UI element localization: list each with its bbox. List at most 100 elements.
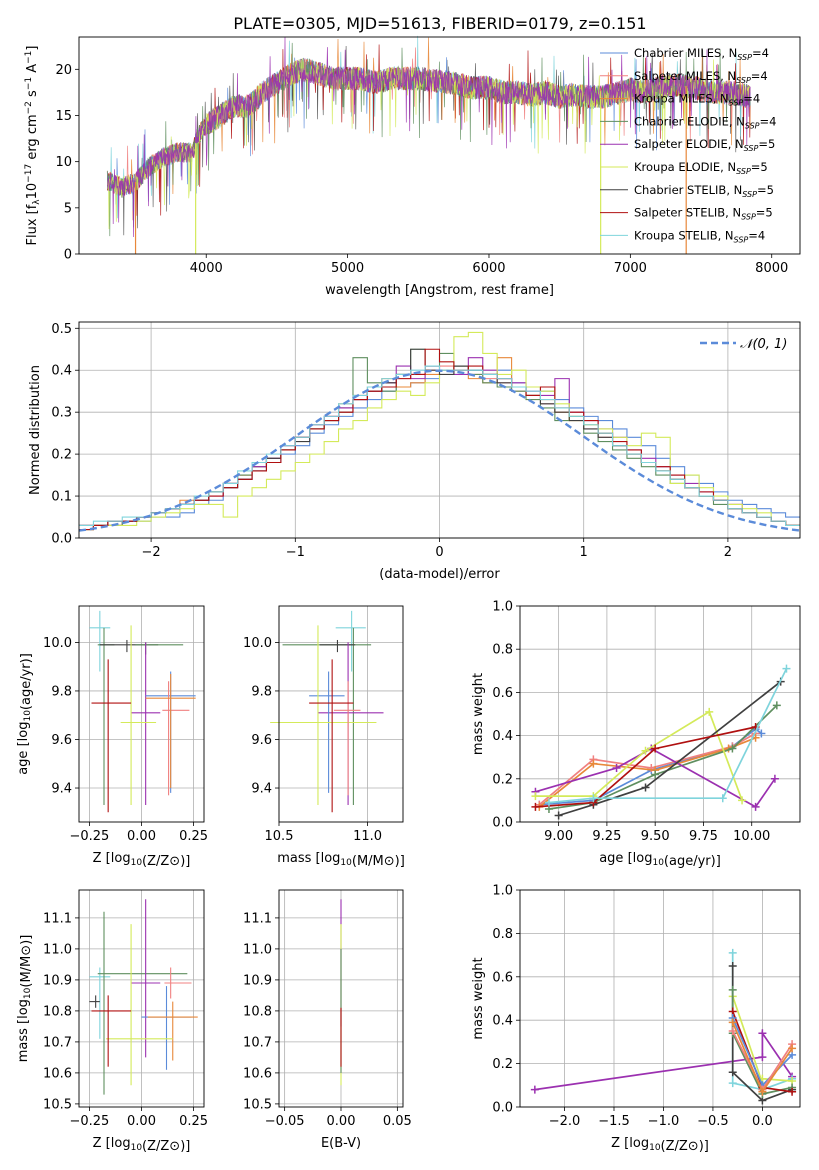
legend-label-chabrier_elodie: Chabrier ELODIE, NSSP=4 — [634, 114, 776, 130]
y-tick-label: 1.0 — [492, 600, 513, 615]
spectrum-line-salpeter_elodie — [106, 37, 751, 238]
legend-label-salpeter_miles: Salpeter MILES, NSSP=4 — [634, 69, 768, 85]
y-tick-label: 0.6 — [492, 686, 513, 701]
y-tick-label: 10.7 — [243, 1035, 272, 1050]
y-tick-label: 9.6 — [251, 733, 272, 748]
y-tick-label: 10.0 — [243, 636, 272, 651]
x-tick-label: 9.00 — [544, 829, 573, 844]
axes-mass_weight_vs_age: 9.00 9.25 9.50 9.75 10.00 0.0 0.2 0.4 0.6 0.8 1.0 — [492, 600, 800, 844]
y-tick-label: 0.2 — [51, 448, 72, 463]
series-line-salpeter_stelib — [535, 726, 756, 808]
axes-age_vs_mass: 10.5 11.0 9.4 9.6 9.8 10.0 — [243, 606, 403, 844]
mass_weight_vs_Z-xlabel: Z [log10(Z/Z⊙)] — [611, 1136, 709, 1154]
x-tick-label: 0.00 — [127, 1114, 156, 1129]
x-tick-label: 2 — [724, 545, 732, 560]
x-tick-label: 10.5 — [265, 829, 294, 844]
series-point-chabrier_elodie — [772, 701, 781, 710]
mass_vs_Z-frame — [78, 889, 205, 1108]
y-tick-label: 10.0 — [43, 636, 72, 651]
series-point-chabrier_elodie — [728, 985, 737, 994]
x-tick-label: −0.25 — [69, 829, 109, 844]
x-tick-label: 9.50 — [641, 829, 670, 844]
axes-age_vs_Z: −0.25 0.00 0.25 9.4 9.6 9.8 10.0 — [43, 606, 208, 844]
y-tick-label: 10.8 — [243, 1004, 272, 1019]
y-tick-label: 0.5 — [51, 322, 72, 337]
y-tick-label: 0.2 — [492, 772, 513, 787]
spectrum-ylabel: Flux [fλ10−17 erg cm−2 s−1 A−1] — [24, 46, 42, 246]
series-point-kroupa_miles — [728, 1018, 737, 1027]
x-tick-label: 9.75 — [689, 829, 718, 844]
spectrum-lines — [106, 35, 751, 254]
y-tick-label: 0.1 — [51, 490, 72, 505]
y-tick-label: 11.1 — [243, 911, 272, 926]
y-tick-label: 10.7 — [43, 1035, 72, 1050]
x-tick-label: 11.0 — [353, 829, 382, 844]
mass_vs_ebv-frame — [278, 889, 404, 1108]
x-tick-label: 10.00 — [733, 829, 770, 844]
series-point-chabrier_stelib — [641, 783, 650, 792]
legend-label-chabrier_miles: Chabrier MILES, NSSP=4 — [634, 46, 769, 62]
y-tick-label: 0.8 — [492, 643, 513, 658]
y-tick-label: 20 — [55, 63, 72, 78]
y-tick-label: 11.1 — [43, 911, 72, 926]
series-point-salpeter_elodie — [530, 1085, 539, 1094]
x-tick-label: −2.0 — [549, 1114, 581, 1129]
x-tick-label: 0 — [435, 545, 443, 560]
mass_weight_vs_age-xlabel: age [log10(age/yr)] — [599, 851, 721, 869]
series-point-salpeter_miles — [728, 1027, 737, 1036]
legend-label-kroupa_miles: Kroupa MILES, NSSP=4 — [634, 92, 760, 108]
x-tick-label: 0.0 — [752, 1114, 773, 1129]
spectrum-legend: Chabrier MILES, NSSP=4 Salpeter MILES, NS… — [600, 46, 776, 244]
series-point-kroupa_elodie — [641, 746, 650, 755]
series-point-salpeter_elodie — [758, 1053, 767, 1062]
series-point-salpeter_elodie — [751, 802, 760, 811]
x-tick-label: 1 — [580, 545, 588, 560]
y-tick-label: 0.6 — [492, 970, 513, 985]
legend-label-gaussian: 𝒩(0, 1) — [740, 337, 787, 352]
x-tick-label: −1 — [286, 545, 305, 560]
axes-residuals: −2 −1 0 1 2 0.0 0.1 0.2 0.3 0.4 0.5 — [51, 322, 800, 560]
y-tick-label: 0.0 — [492, 816, 513, 831]
mass_weight_vs_age-frame — [519, 605, 801, 823]
age_vs_mass-xlabel: mass [log10(M/M⊙)] — [277, 851, 405, 869]
legend-label-kroupa_stelib: Kroupa STELIB, NSSP=4 — [634, 228, 765, 244]
y-tick-label: 15 — [55, 109, 72, 124]
series-point-kroupa_stelib — [728, 1079, 737, 1088]
series-point-salpeter_elodie — [770, 774, 779, 783]
series-point-kroupa_stelib — [782, 664, 791, 673]
mass_weight_vs_Z-frame — [519, 889, 801, 1108]
series-point-chabrier_stelib — [554, 811, 563, 820]
x-tick-label: 9.25 — [592, 829, 621, 844]
legend-label-kroupa_elodie: Kroupa ELODIE, NSSP=5 — [634, 160, 768, 176]
series-point-kroupa_miles — [589, 759, 598, 768]
lines-mass_weight_vs_Z — [530, 948, 797, 1105]
y-tick-label: 10.9 — [243, 973, 272, 988]
spectrum-xlabel: wavelength [Angstrom, rest frame] — [325, 283, 554, 298]
y-tick-label: 1.0 — [492, 884, 513, 899]
series-point-chabrier_elodie — [728, 744, 737, 753]
series-point-kroupa_stelib — [718, 794, 727, 803]
y-tick-label: 10 — [55, 155, 72, 170]
y-tick-label: 11.0 — [43, 942, 72, 957]
x-tick-label: −0.25 — [69, 1114, 109, 1129]
spectrum-frame — [78, 36, 801, 255]
x-tick-label: 7000 — [614, 261, 647, 276]
x-tick-label: 6000 — [472, 261, 505, 276]
y-tick-label: 5 — [64, 201, 72, 216]
mass_weight_vs_age-ylabel: mass weight — [471, 673, 486, 755]
legend-label-salpeter_stelib: Salpeter STELIB, NSSP=5 — [634, 206, 773, 222]
y-tick-label: 0.2 — [492, 1057, 513, 1072]
axes-mass_vs_ebv: −0.05 0.00 0.05 10.5 10.6 10.7 10.8 10.9 11.0 11.… — [243, 890, 412, 1129]
series-point-kroupa_miles — [758, 1087, 767, 1096]
age_vs_Z-xlabel: Z [log10(Z/Z⊙)] — [93, 851, 191, 869]
series-point-salpeter_stelib — [651, 744, 660, 753]
y-tick-label: 0.4 — [492, 1014, 513, 1029]
y-tick-label: 10.6 — [43, 1066, 72, 1081]
y-tick-label: 10.6 — [243, 1066, 272, 1081]
y-tick-label: 9.4 — [51, 782, 72, 797]
mass_vs_Z-ylabel: mass [log10(M/M⊙)] — [16, 935, 34, 1063]
y-tick-label: 10.5 — [43, 1097, 72, 1112]
age_vs_Z-frame — [78, 605, 205, 823]
y-tick-label: 11.0 — [243, 942, 272, 957]
